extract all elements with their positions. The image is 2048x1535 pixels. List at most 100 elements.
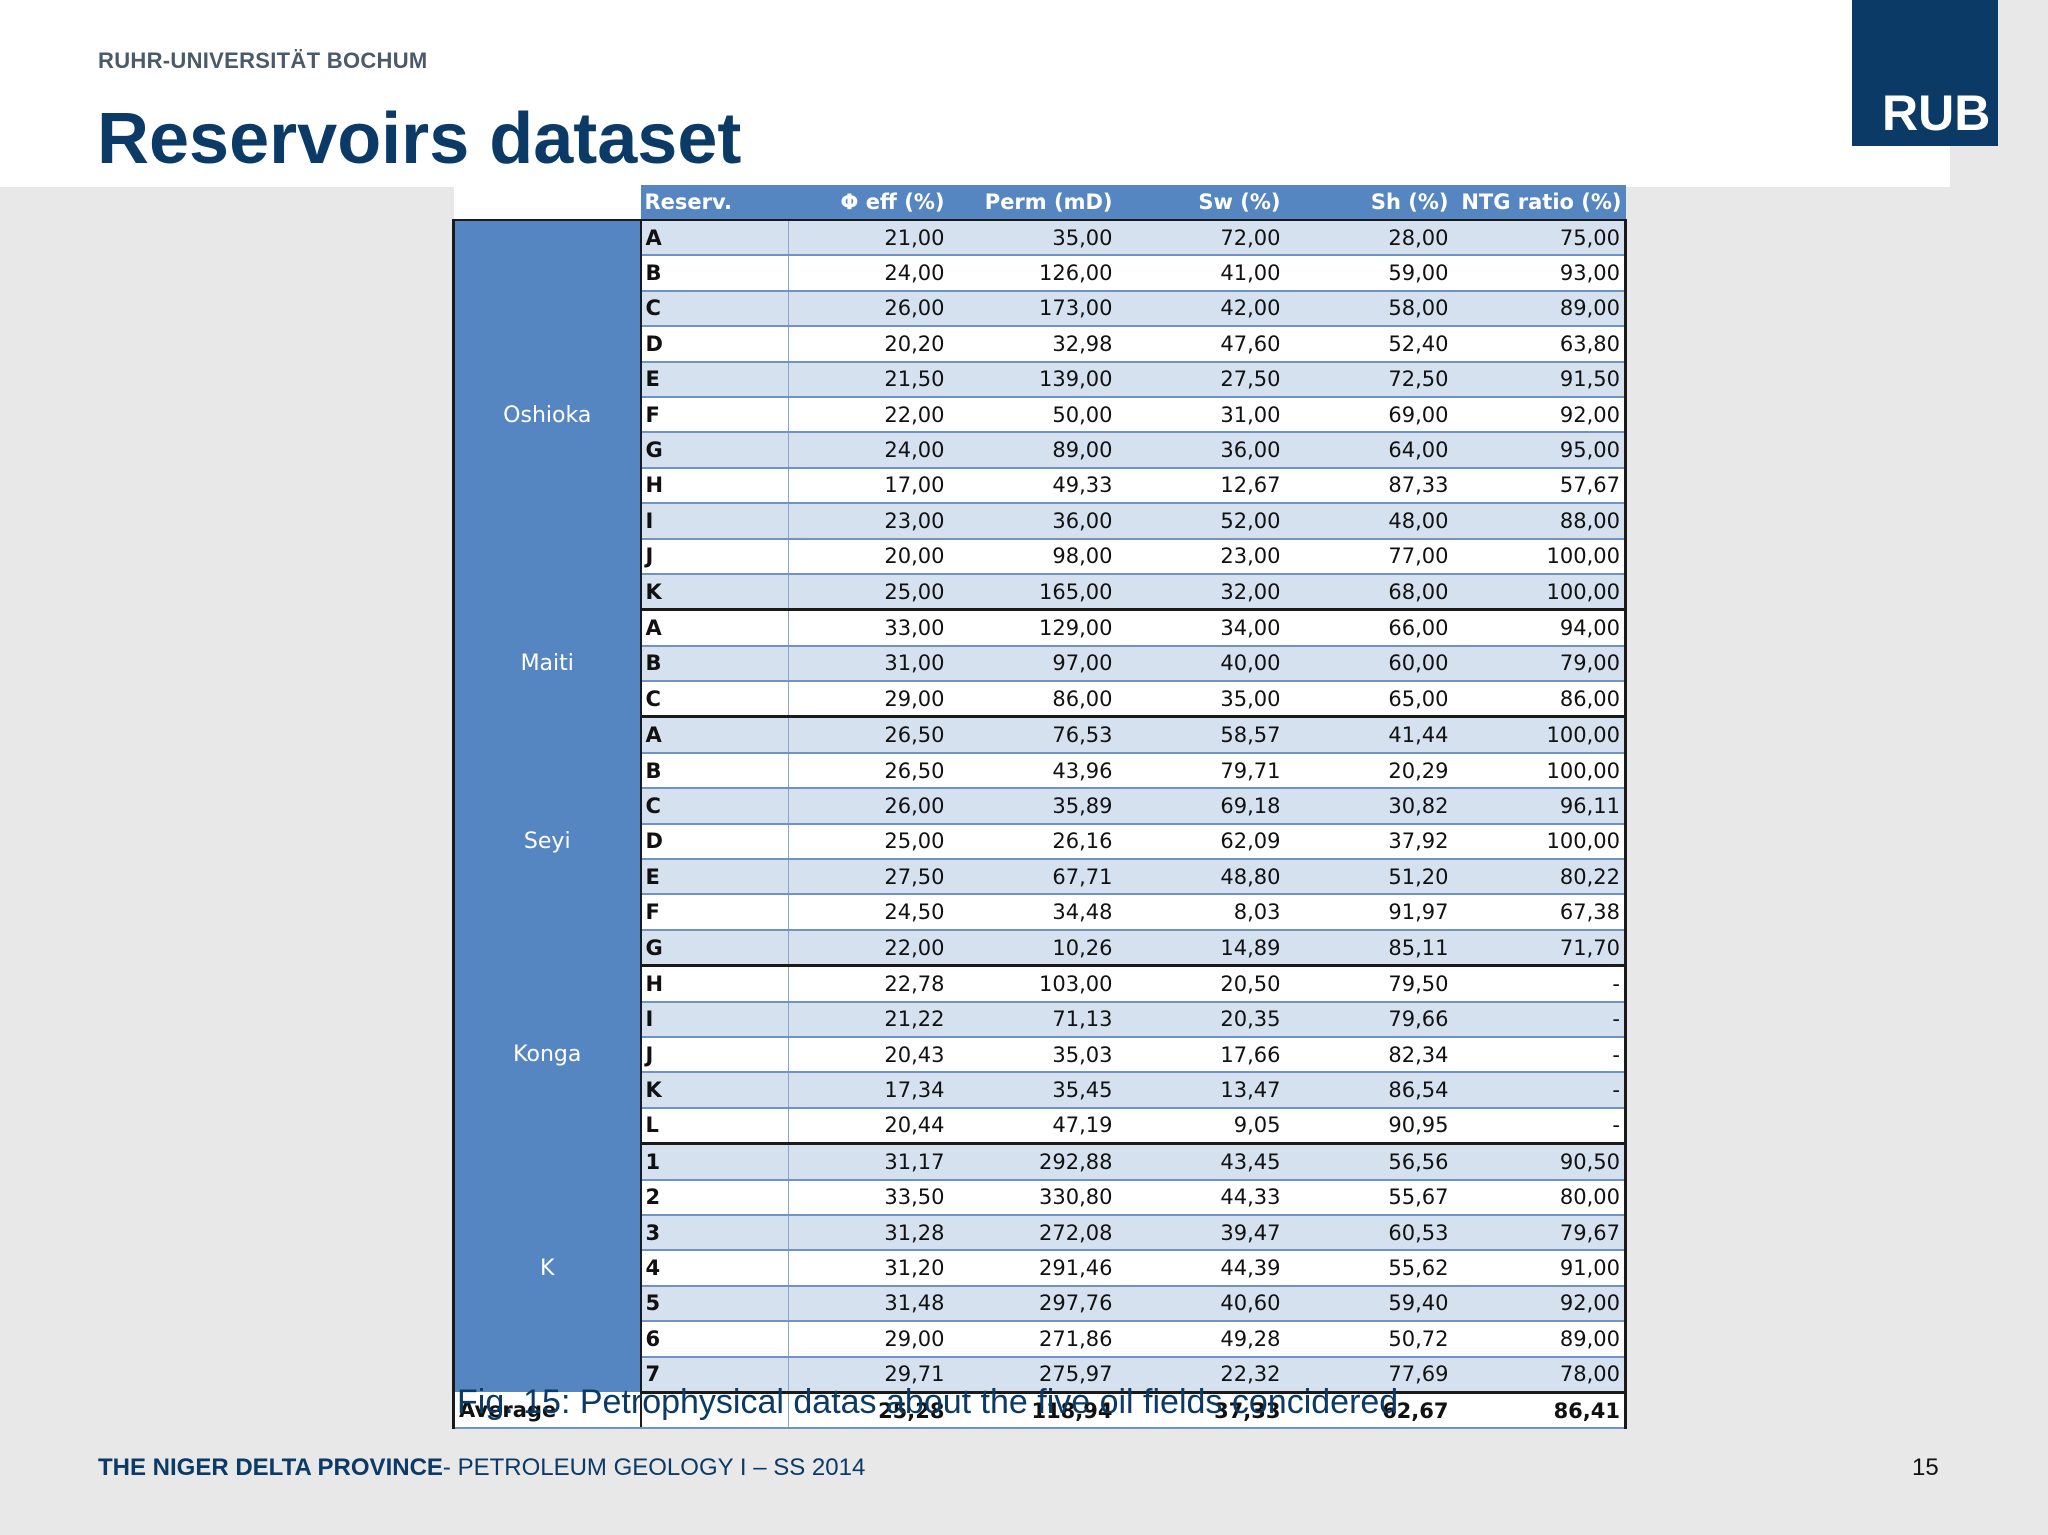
value-cell: 20,35 xyxy=(1116,1001,1285,1038)
value-cell: 8,03 xyxy=(1116,894,1285,931)
table-row: K 1 31,17 292,88 43,45 56,56 90,50 xyxy=(452,1143,1627,1393)
slide-title: Reservoirs dataset xyxy=(97,99,742,179)
value-cell: 139,00 xyxy=(948,361,1117,398)
reservoir-cell: 3 xyxy=(640,1214,789,1252)
value-cell: 65,00 xyxy=(1284,681,1453,719)
reservoir-cell: 7 xyxy=(640,1356,789,1394)
reservoir-cell: 4 xyxy=(640,1250,789,1287)
value-cell: 33,00 xyxy=(788,609,949,647)
table-row: 5 31,48 297,76 40,60 59,40 92,00 xyxy=(454,1285,1627,1323)
table-row: Oshioka A 21,00 35,00 72,00 28,00 75,00 xyxy=(452,220,1627,610)
reservoir-cell: J xyxy=(640,1036,789,1074)
value-cell: 78,00 xyxy=(1452,1356,1627,1394)
value-cell: 51,20 xyxy=(1284,859,1453,896)
table-body: Oshioka A 21,00 35,00 72,00 28,00 75,00 B 24,00 1… xyxy=(452,220,1627,1430)
value-cell: 14,89 xyxy=(1116,929,1285,968)
value-cell: 23,00 xyxy=(1116,538,1285,575)
value-cell: 173,00 xyxy=(948,290,1117,328)
value-cell: 29,71 xyxy=(788,1356,949,1394)
value-cell: 59,00 xyxy=(1284,255,1453,292)
reservoir-cell: 1 xyxy=(640,1143,789,1181)
value-cell: 85,11 xyxy=(1284,929,1453,968)
value-cell: 17,00 xyxy=(788,467,949,505)
table-row: B 26,50 43,96 79,71 20,29 100,00 xyxy=(454,752,1627,790)
table-row: C 26,00 173,00 42,00 58,00 89,00 xyxy=(454,290,1627,328)
value-cell: 79,00 xyxy=(1452,645,1627,683)
value-cell: 41,00 xyxy=(1116,255,1285,292)
value-cell: 42,00 xyxy=(1116,290,1285,328)
reservoir-cell: C xyxy=(640,290,789,328)
value-cell: 24,50 xyxy=(788,894,949,931)
reservoir-cell: L xyxy=(640,1107,789,1146)
average-value-cell: 118,94 xyxy=(948,1392,1117,1430)
table-row: 4 31,20 291,46 44,39 55,62 91,00 xyxy=(454,1250,1627,1287)
value-cell: 43,45 xyxy=(1116,1143,1285,1181)
value-cell: 35,03 xyxy=(948,1036,1117,1074)
value-cell: 79,66 xyxy=(1284,1001,1453,1038)
value-cell: 89,00 xyxy=(1452,1321,1627,1358)
value-cell: 76,53 xyxy=(948,716,1117,754)
value-cell: 17,66 xyxy=(1116,1036,1285,1074)
table-row: K 25,00 165,00 32,00 68,00 100,00 xyxy=(454,573,1627,612)
value-cell: 31,20 xyxy=(788,1250,949,1287)
value-cell: 291,46 xyxy=(948,1250,1117,1287)
value-cell: 33,50 xyxy=(788,1179,949,1216)
table-row: D 20,20 32,98 47,60 52,40 63,80 xyxy=(454,326,1627,363)
table-row: Seyi A 26,50 76,53 58,57 41,44 100,00 xyxy=(452,716,1627,966)
value-cell: 72,00 xyxy=(1116,220,1285,257)
footer-title: THE NIGER DELTA PROVINCE xyxy=(98,1454,443,1481)
value-cell: 100,00 xyxy=(1452,538,1627,575)
value-cell: 86,54 xyxy=(1284,1072,1453,1109)
value-cell: 82,34 xyxy=(1284,1036,1453,1074)
value-cell: 79,71 xyxy=(1116,752,1285,790)
value-cell: 100,00 xyxy=(1452,573,1627,612)
value-cell: 17,34 xyxy=(788,1072,949,1109)
reservoir-cell: K xyxy=(640,573,789,612)
page-number: 15 xyxy=(1912,1454,1939,1481)
value-cell: 12,67 xyxy=(1116,467,1285,505)
average-value-cell xyxy=(640,1392,789,1430)
value-cell: 26,50 xyxy=(788,752,949,790)
value-cell: 31,00 xyxy=(1116,396,1285,434)
value-cell: 89,00 xyxy=(1452,290,1627,328)
value-cell: 44,39 xyxy=(1116,1250,1285,1287)
value-cell: 60,00 xyxy=(1284,645,1453,683)
table-row: B 24,00 126,00 41,00 59,00 93,00 xyxy=(454,255,1627,292)
table-row: L 20,44 47,19 9,05 90,95- xyxy=(454,1107,1627,1146)
value-cell: 271,86 xyxy=(948,1321,1117,1358)
reservoir-cell: F xyxy=(640,396,789,434)
reservoir-cell: 6 xyxy=(640,1321,789,1358)
value-cell: 37,92 xyxy=(1284,823,1453,861)
value-cell: 47,19 xyxy=(948,1107,1117,1146)
value-cell: 26,50 xyxy=(788,716,949,754)
value-cell: 43,96 xyxy=(948,752,1117,790)
value-cell: 25,00 xyxy=(788,823,949,861)
value-cell: 63,80 xyxy=(1452,326,1627,363)
value-cell: 52,00 xyxy=(1116,503,1285,540)
value-cell: 126,00 xyxy=(948,255,1117,292)
reservoirs-table: Reserv. Φ eff (%) Perm (mD) Sw (%) Sh (%… xyxy=(452,185,1627,1430)
column-header: NTG ratio (%) xyxy=(1452,185,1626,221)
rub-logo: RUB xyxy=(1852,0,1998,146)
value-cell: 50,00 xyxy=(948,396,1117,434)
table-row: E 21,50 139,00 27,50 72,50 91,50 xyxy=(454,361,1627,398)
reservoir-cell: B xyxy=(640,645,789,683)
value-cell: 91,97 xyxy=(1284,894,1453,931)
value-cell: 48,80 xyxy=(1116,859,1285,896)
value-cell: 41,44 xyxy=(1284,716,1453,754)
reservoir-cell: G xyxy=(640,432,789,469)
value-cell: 20,43 xyxy=(788,1036,949,1074)
table-row: Maiti A 33,00 129,00 34,00 66,00 94,00 xyxy=(452,609,1627,717)
value-cell: 87,33 xyxy=(1284,467,1453,505)
value-cell: 58,57 xyxy=(1116,716,1285,754)
value-cell: 77,00 xyxy=(1284,538,1453,575)
table-row: F 22,00 50,00 31,00 69,00 92,00 xyxy=(454,396,1627,434)
value-cell: 24,00 xyxy=(788,255,949,292)
header-band xyxy=(0,0,1950,187)
value-cell: 97,00 xyxy=(948,645,1117,683)
reservoir-cell: 2 xyxy=(640,1179,789,1216)
value-cell: - xyxy=(1452,965,1627,1003)
table-row: 2 33,50 330,80 44,33 55,67 80,00 xyxy=(454,1179,1627,1216)
reservoir-cell: A xyxy=(640,609,789,647)
table-row: C 26,00 35,89 69,18 30,82 96,11 xyxy=(454,788,1627,825)
